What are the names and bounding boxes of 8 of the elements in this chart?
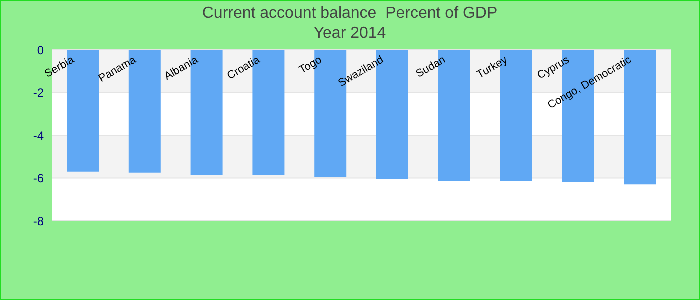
x-tick-label: Togo [297,54,324,77]
y-tick-label: 0 [37,43,44,58]
chart-subtitle: Year 2014 [312,24,388,44]
chart-title: Current account balance Percent of GDP [201,4,499,24]
y-tick-label: -6 [33,172,44,186]
y-tick-label: -8 [33,214,44,228]
y-tick-label: -4 [33,128,44,143]
y-tick-label: -2 [33,86,44,100]
